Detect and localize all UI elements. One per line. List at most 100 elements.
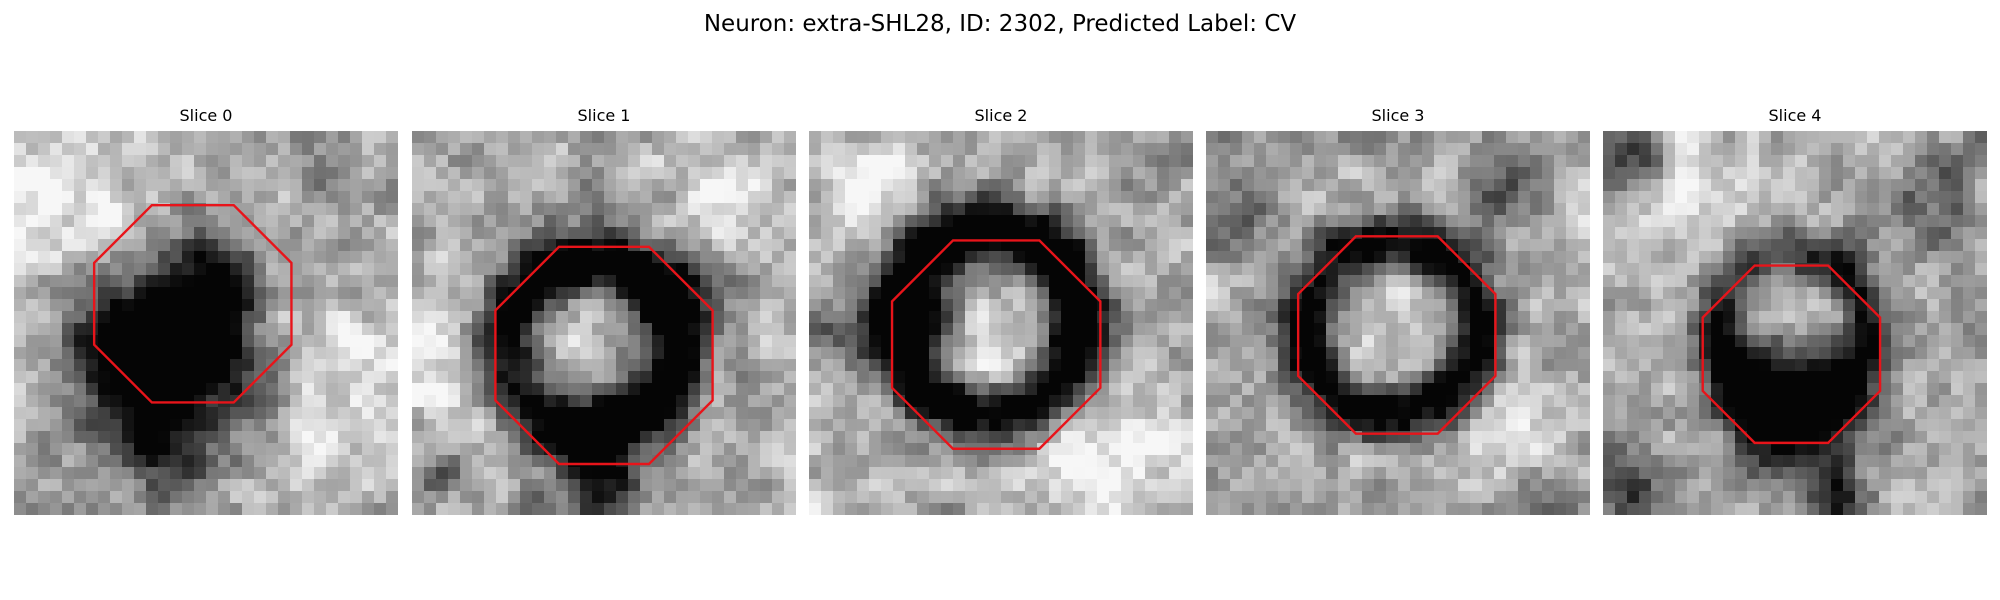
- slice-pixel: [1831, 371, 1844, 384]
- slice-pixel: [736, 191, 749, 204]
- slice-pixel: [532, 299, 545, 312]
- slice-pixel: [1927, 347, 1940, 360]
- slice-pixel: [242, 203, 255, 216]
- slice-pixel: [736, 167, 749, 180]
- slice-pixel: [748, 179, 761, 192]
- slice-pixel: [821, 227, 834, 240]
- slice-pixel: [1410, 131, 1423, 144]
- slice-pixel: [724, 479, 737, 492]
- slice-pixel: [1410, 347, 1423, 360]
- slice-pixel: [640, 347, 653, 360]
- slice-pixel: [1037, 323, 1050, 336]
- slice-pixel: [1314, 455, 1327, 468]
- slice-pixel: [772, 479, 785, 492]
- slice-pixel: [302, 323, 315, 336]
- slice-pixel: [412, 311, 425, 324]
- slice-pixel: [1651, 335, 1664, 348]
- slice-pixel: [1566, 311, 1579, 324]
- slice-pixel: [242, 503, 255, 515]
- slice-pixel: [1109, 335, 1122, 348]
- slice-pixel: [1410, 143, 1423, 156]
- slice-pixel: [26, 167, 39, 180]
- slice-pixel: [1879, 299, 1892, 312]
- slice-pixel: [1819, 311, 1832, 324]
- slice-pixel: [845, 131, 858, 144]
- slice-pixel: [1470, 287, 1483, 300]
- slice-pixel: [74, 323, 87, 336]
- slice-pixel: [917, 371, 930, 384]
- slice-pixel: [989, 491, 1002, 504]
- slice-pixel: [194, 215, 207, 228]
- slice-pixel: [1554, 275, 1567, 288]
- slice-pixel: [760, 503, 773, 515]
- slice-pixel: [1073, 335, 1086, 348]
- slice-pixel: [86, 347, 99, 360]
- slice-pixel: [1085, 491, 1098, 504]
- slice-pixel: [206, 479, 219, 492]
- slice-pixel: [314, 455, 327, 468]
- slice-pixel: [1169, 359, 1182, 372]
- slice-pixel: [1807, 443, 1820, 456]
- slice-pixel: [845, 455, 858, 468]
- slice-pixel: [508, 455, 521, 468]
- slice-pixel: [1145, 143, 1158, 156]
- slice-pixel: [436, 467, 449, 480]
- slice-pixel: [1121, 263, 1134, 276]
- slice-pixel: [1807, 299, 1820, 312]
- slice-pixel: [134, 443, 147, 456]
- slice-pixel: [1927, 251, 1940, 264]
- slice-pixel: [1121, 203, 1134, 216]
- slice-pixel: [374, 479, 387, 492]
- slice-pixel: [640, 479, 653, 492]
- slice-pixel: [869, 431, 882, 444]
- slice-pixel: [50, 215, 63, 228]
- slice-pixel: [278, 155, 291, 168]
- slice-pixel: [1037, 359, 1050, 372]
- slice-panel-3: Slice 3: [1206, 106, 1590, 515]
- slice-pixel: [616, 299, 629, 312]
- slice-pixel: [1133, 359, 1146, 372]
- slice-pixel: [1266, 251, 1279, 264]
- slice-pixel: [484, 239, 497, 252]
- slice-pixel: [1398, 443, 1411, 456]
- slice-pixel: [1181, 503, 1193, 515]
- slice-pixel: [1506, 227, 1519, 240]
- slice-pixel: [1326, 179, 1339, 192]
- slice-pixel: [1278, 347, 1291, 360]
- slice-pixel: [1434, 191, 1447, 204]
- slice-pixel: [580, 467, 593, 480]
- slice-pixel: [1819, 383, 1832, 396]
- slice-pixel: [496, 167, 509, 180]
- slice-pixel: [242, 395, 255, 408]
- slice-pixel: [1759, 131, 1772, 144]
- slice-pixel: [182, 263, 195, 276]
- slice-pixel: [1278, 275, 1291, 288]
- slice-pixel: [1386, 407, 1399, 420]
- slice-pixel: [821, 143, 834, 156]
- slice-pixel: [1206, 143, 1219, 156]
- slice-pixel: [1963, 191, 1976, 204]
- slice-pixel: [278, 395, 291, 408]
- slice-pixel: [989, 155, 1002, 168]
- slice-pixel: [1410, 443, 1423, 456]
- slice-pixel: [26, 203, 39, 216]
- slice-pixel: [616, 467, 629, 480]
- slice-pixel: [1747, 431, 1760, 444]
- slice-pixel: [676, 239, 689, 252]
- slice-pixel: [1843, 395, 1856, 408]
- slice-pixel: [1975, 359, 1987, 372]
- slice-pixel: [1915, 203, 1928, 216]
- slice-pixel: [905, 311, 918, 324]
- slice-pixel: [1410, 467, 1423, 480]
- slice-pixel: [170, 155, 183, 168]
- slice-pixel: [314, 143, 327, 156]
- slice-pixel: [134, 215, 147, 228]
- slice-pixel: [1266, 131, 1279, 144]
- slice-pixel: [1398, 239, 1411, 252]
- slice-pixel: [74, 203, 87, 216]
- slice-pixel: [1181, 215, 1193, 228]
- slice-pixel: [146, 311, 159, 324]
- slice-pixel: [1963, 311, 1976, 324]
- slice-pixel: [724, 203, 737, 216]
